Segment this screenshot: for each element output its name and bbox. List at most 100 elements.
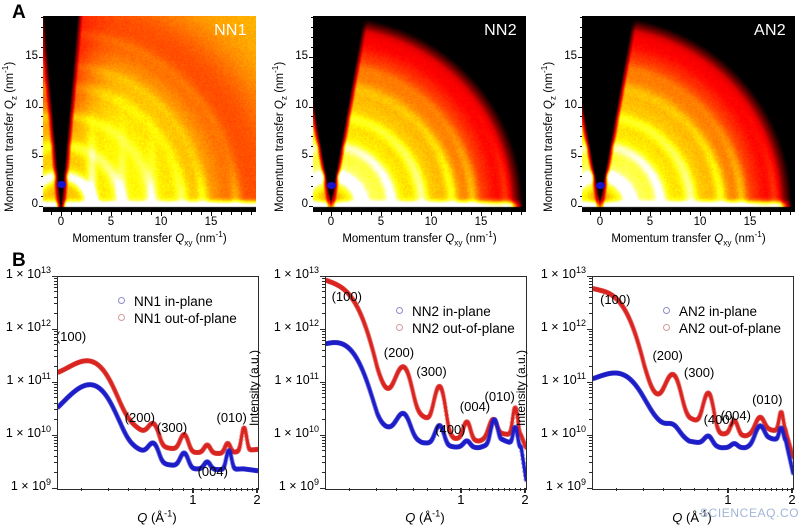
y-minor-tick: [589, 442, 592, 444]
x-axis-label: Momentum transfer Qxy (nm-1): [611, 230, 766, 248]
y-tick-label: 5: [301, 148, 308, 161]
y-minor-tick: [322, 344, 325, 346]
x-minor-tick: [789, 212, 791, 215]
y-minor-tick: [589, 455, 592, 457]
x-minor-tick: [130, 212, 132, 215]
x-minor-tick: [669, 212, 671, 215]
y-tick-label: 1 × 109: [278, 476, 319, 493]
y-minor-tick: [310, 175, 313, 177]
x-tick-mark: [210, 212, 212, 216]
x-minor-tick: [736, 488, 738, 491]
y-tick-mark: [309, 57, 313, 59]
x-tick-mark: [380, 212, 382, 216]
y-minor-tick: [40, 165, 43, 167]
x-minor-tick: [706, 488, 708, 491]
y-minor-tick: [40, 146, 43, 148]
y-minor-tick: [54, 409, 57, 411]
x-minor-tick: [120, 212, 122, 215]
x-minor-tick: [769, 212, 771, 215]
x-minor-tick: [201, 488, 203, 491]
y-minor-tick: [589, 397, 592, 399]
legend-label: NN1 in-plane: [134, 294, 213, 309]
y-tick-label: 1 × 1012: [5, 317, 51, 334]
x-minor-tick: [340, 212, 342, 215]
x-minor-tick: [503, 488, 505, 491]
x-minor-tick: [709, 212, 711, 215]
y-tick-label: 1 × 109: [10, 476, 51, 493]
y-minor-tick: [589, 409, 592, 411]
x-minor-tick: [150, 212, 152, 215]
y-minor-tick: [322, 397, 325, 399]
y-minor-tick: [322, 418, 325, 420]
x-minor-tick: [589, 212, 591, 215]
y-minor-tick: [54, 393, 57, 395]
y-minor-tick: [579, 165, 582, 167]
x-tick-label: 5: [377, 216, 385, 228]
y-minor-tick: [579, 27, 582, 29]
y-tick-mark: [309, 205, 313, 207]
x-minor-tick: [180, 212, 182, 215]
x-minor-tick: [81, 488, 83, 491]
y-minor-tick: [54, 450, 57, 452]
x-tick-label: 0: [57, 216, 65, 228]
y-tick-label: 1 × 1011: [274, 370, 319, 387]
y-tick-mark: [587, 487, 592, 489]
y-minor-tick: [322, 333, 325, 335]
y-minor-tick: [310, 185, 313, 187]
y-minor-tick: [54, 340, 57, 342]
y-minor-tick: [322, 439, 325, 441]
y-minor-tick: [310, 96, 313, 98]
y-minor-tick: [579, 17, 582, 19]
x-minor-tick: [642, 488, 644, 491]
x-minor-tick: [107, 488, 109, 491]
y-minor-tick: [54, 296, 57, 298]
miller-index-label: (100): [331, 288, 362, 304]
y-minor-tick: [589, 471, 592, 473]
y-minor-tick: [54, 333, 57, 335]
y-minor-tick: [589, 303, 592, 305]
y-minor-tick: [54, 439, 57, 441]
x-minor-tick: [477, 488, 479, 491]
miller-index-label: (100): [600, 291, 631, 307]
x-tick-label: 10: [693, 216, 707, 228]
y-minor-tick: [40, 136, 43, 138]
y-minor-tick: [310, 136, 313, 138]
giwaxs-map-an2: AN2 0 5 10 15 0 5 10 15 Momentum transfer Qxy (nm…: [0, 0, 800, 247]
x-minor-tick: [241, 488, 243, 491]
y-minor-tick: [579, 96, 582, 98]
y-minor-tick: [322, 471, 325, 473]
x-minor-tick: [70, 212, 72, 215]
legend: AN2 in-plane AN2 out-of-plane: [659, 303, 781, 337]
plot-area: (100) (200) (300) (400) (004) (010) NN2 in-pla…: [325, 276, 527, 490]
y-tick-mark: [52, 487, 57, 489]
y-tick-label: 5: [31, 148, 38, 161]
x-minor-tick: [781, 488, 783, 491]
miller-index-label: (200): [124, 409, 156, 425]
x-minor-tick: [200, 212, 202, 215]
y-tick-label: 1 × 1013: [273, 264, 319, 281]
y-tick-mark: [52, 381, 57, 383]
y-minor-tick: [54, 356, 57, 358]
x-tick-label: 0: [596, 216, 604, 228]
y-minor-tick: [40, 47, 43, 49]
x-minor-tick: [764, 488, 766, 491]
y-minor-tick: [54, 442, 57, 444]
y-tick-label: 10: [564, 99, 577, 112]
y-minor-tick: [589, 349, 592, 351]
y-minor-tick: [589, 330, 592, 332]
x-minor-tick: [770, 488, 772, 491]
y-minor-tick: [40, 116, 43, 118]
y-minor-tick: [54, 386, 57, 388]
x-minor-tick: [739, 212, 741, 215]
y-minor-tick: [579, 185, 582, 187]
x-minor-tick: [491, 488, 493, 491]
y-minor-tick: [322, 336, 325, 338]
y-minor-tick: [40, 37, 43, 39]
y-minor-tick: [40, 66, 43, 68]
map-title: NN1: [214, 22, 247, 39]
x-minor-tick: [50, 212, 52, 215]
y-minor-tick: [322, 277, 325, 279]
x-minor-tick: [519, 488, 521, 491]
